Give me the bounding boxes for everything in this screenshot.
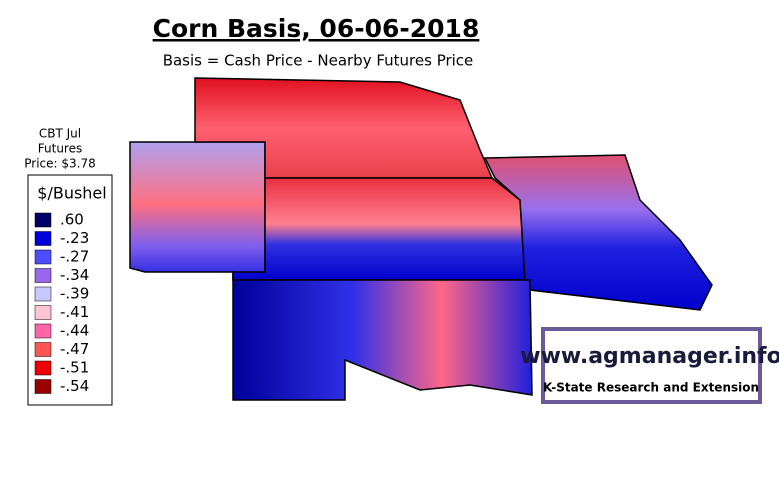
legend-swatch (34, 342, 52, 357)
legend-label: -.27 (60, 248, 89, 266)
logo-url[interactable]: www.agmanager.info (520, 344, 779, 369)
legend-swatch (34, 360, 52, 376)
legend-title: $/Bushel (37, 184, 106, 203)
title: Corn Basis, 06-06-2018 (153, 14, 480, 43)
oklahoma-region (232, 279, 533, 401)
legend-swatch (34, 212, 52, 228)
futures-line: Futures (38, 142, 82, 156)
legend-label: -.41 (60, 303, 89, 321)
legend-label: -.23 (60, 229, 89, 247)
legend-label: -.34 (60, 266, 89, 284)
missouri-region (483, 154, 713, 311)
legend-label: .60 (60, 211, 84, 229)
legend-label: -.44 (60, 322, 89, 340)
legend-label: -.54 (60, 377, 89, 395)
map (129, 77, 713, 401)
legend-swatch (34, 379, 52, 394)
legend-label: -.51 (60, 359, 89, 377)
colorado-region (129, 141, 266, 281)
legend-swatch (34, 249, 52, 265)
futures-line: Price: $3.78 (24, 157, 95, 171)
subtitle: Basis = Cash Price - Nearby Futures Pric… (163, 52, 474, 70)
logo-org: K-State Research and Extension (543, 381, 759, 395)
logo-box (541, 327, 762, 404)
legend-swatch (34, 286, 52, 302)
legend-swatch (34, 231, 52, 246)
legend-swatch (34, 323, 52, 339)
futures-line: CBT Jul (39, 127, 81, 141)
kansas-region (232, 177, 526, 281)
legend-swatch (34, 305, 52, 320)
legend-swatch (34, 268, 52, 283)
legend-label: -.39 (60, 285, 89, 303)
legend-items: .60-.23-.27-.34-.39-.41-.44-.47-.51-.54 (34, 211, 89, 395)
legend-label: -.47 (60, 340, 89, 358)
